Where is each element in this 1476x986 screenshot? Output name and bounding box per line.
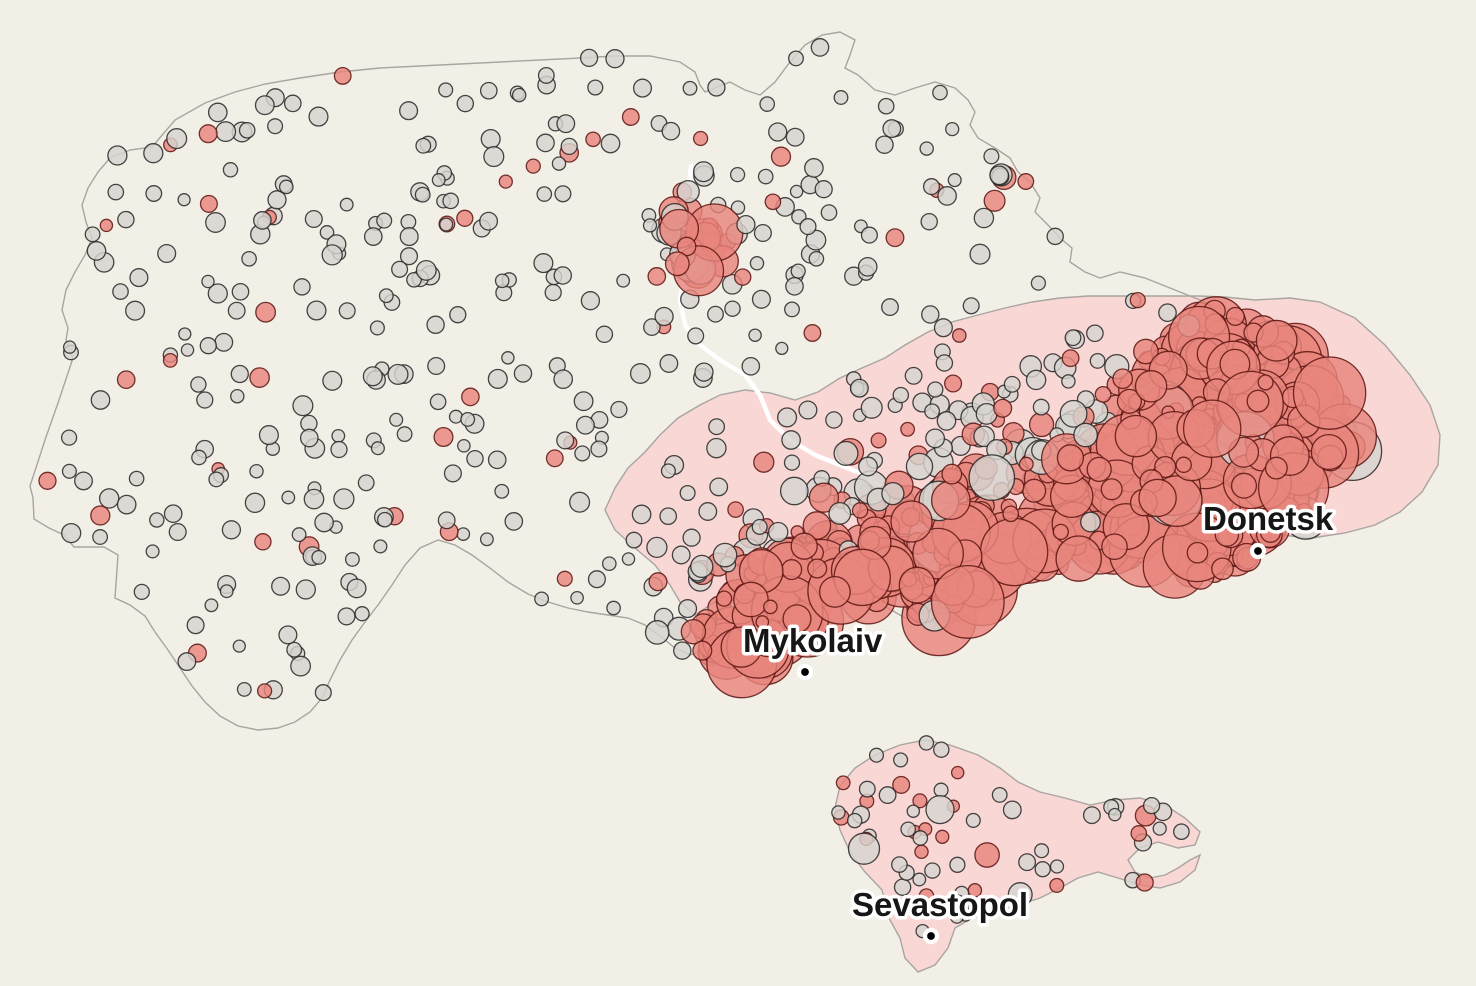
svg-text:Sevastopol: Sevastopol [852,886,1028,923]
svg-text:Mykolaiv: Mykolaiv [743,622,883,659]
svg-text:Donetsk: Donetsk [1203,500,1334,537]
